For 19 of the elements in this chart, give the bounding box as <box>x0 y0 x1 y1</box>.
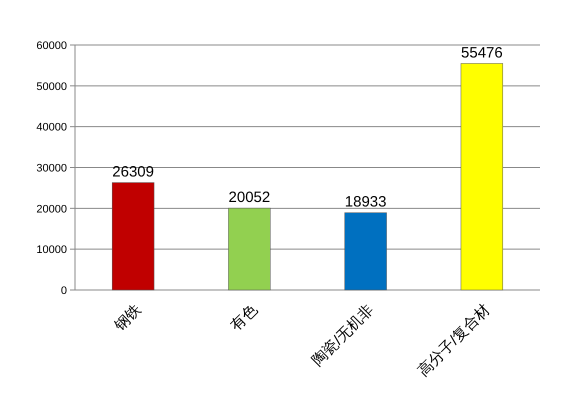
y-tick-label: 30000 <box>36 162 67 174</box>
y-tick-label: 40000 <box>36 122 67 134</box>
bar <box>112 182 154 290</box>
bar <box>228 208 271 290</box>
data-label: 26309 <box>112 164 154 181</box>
y-tick-label: 60000 <box>36 40 67 52</box>
x-tick-label: 陶瓷/无机非 <box>308 301 377 370</box>
y-tick-label: 20000 <box>36 203 67 216</box>
x-tick-label: 钢铁 <box>110 301 144 336</box>
bar <box>344 212 387 290</box>
bar <box>460 63 504 290</box>
y-tick-label: 10000 <box>36 244 67 256</box>
x-tick-label: 高分子/复合材 <box>414 301 494 380</box>
y-tick-label: 0 <box>60 285 67 297</box>
y-tick-label: 50000 <box>36 80 67 93</box>
data-label: 18933 <box>344 194 386 211</box>
data-label: 20052 <box>228 189 270 206</box>
x-tick-label: 有色 <box>227 301 261 335</box>
data-label: 55476 <box>461 44 503 62</box>
